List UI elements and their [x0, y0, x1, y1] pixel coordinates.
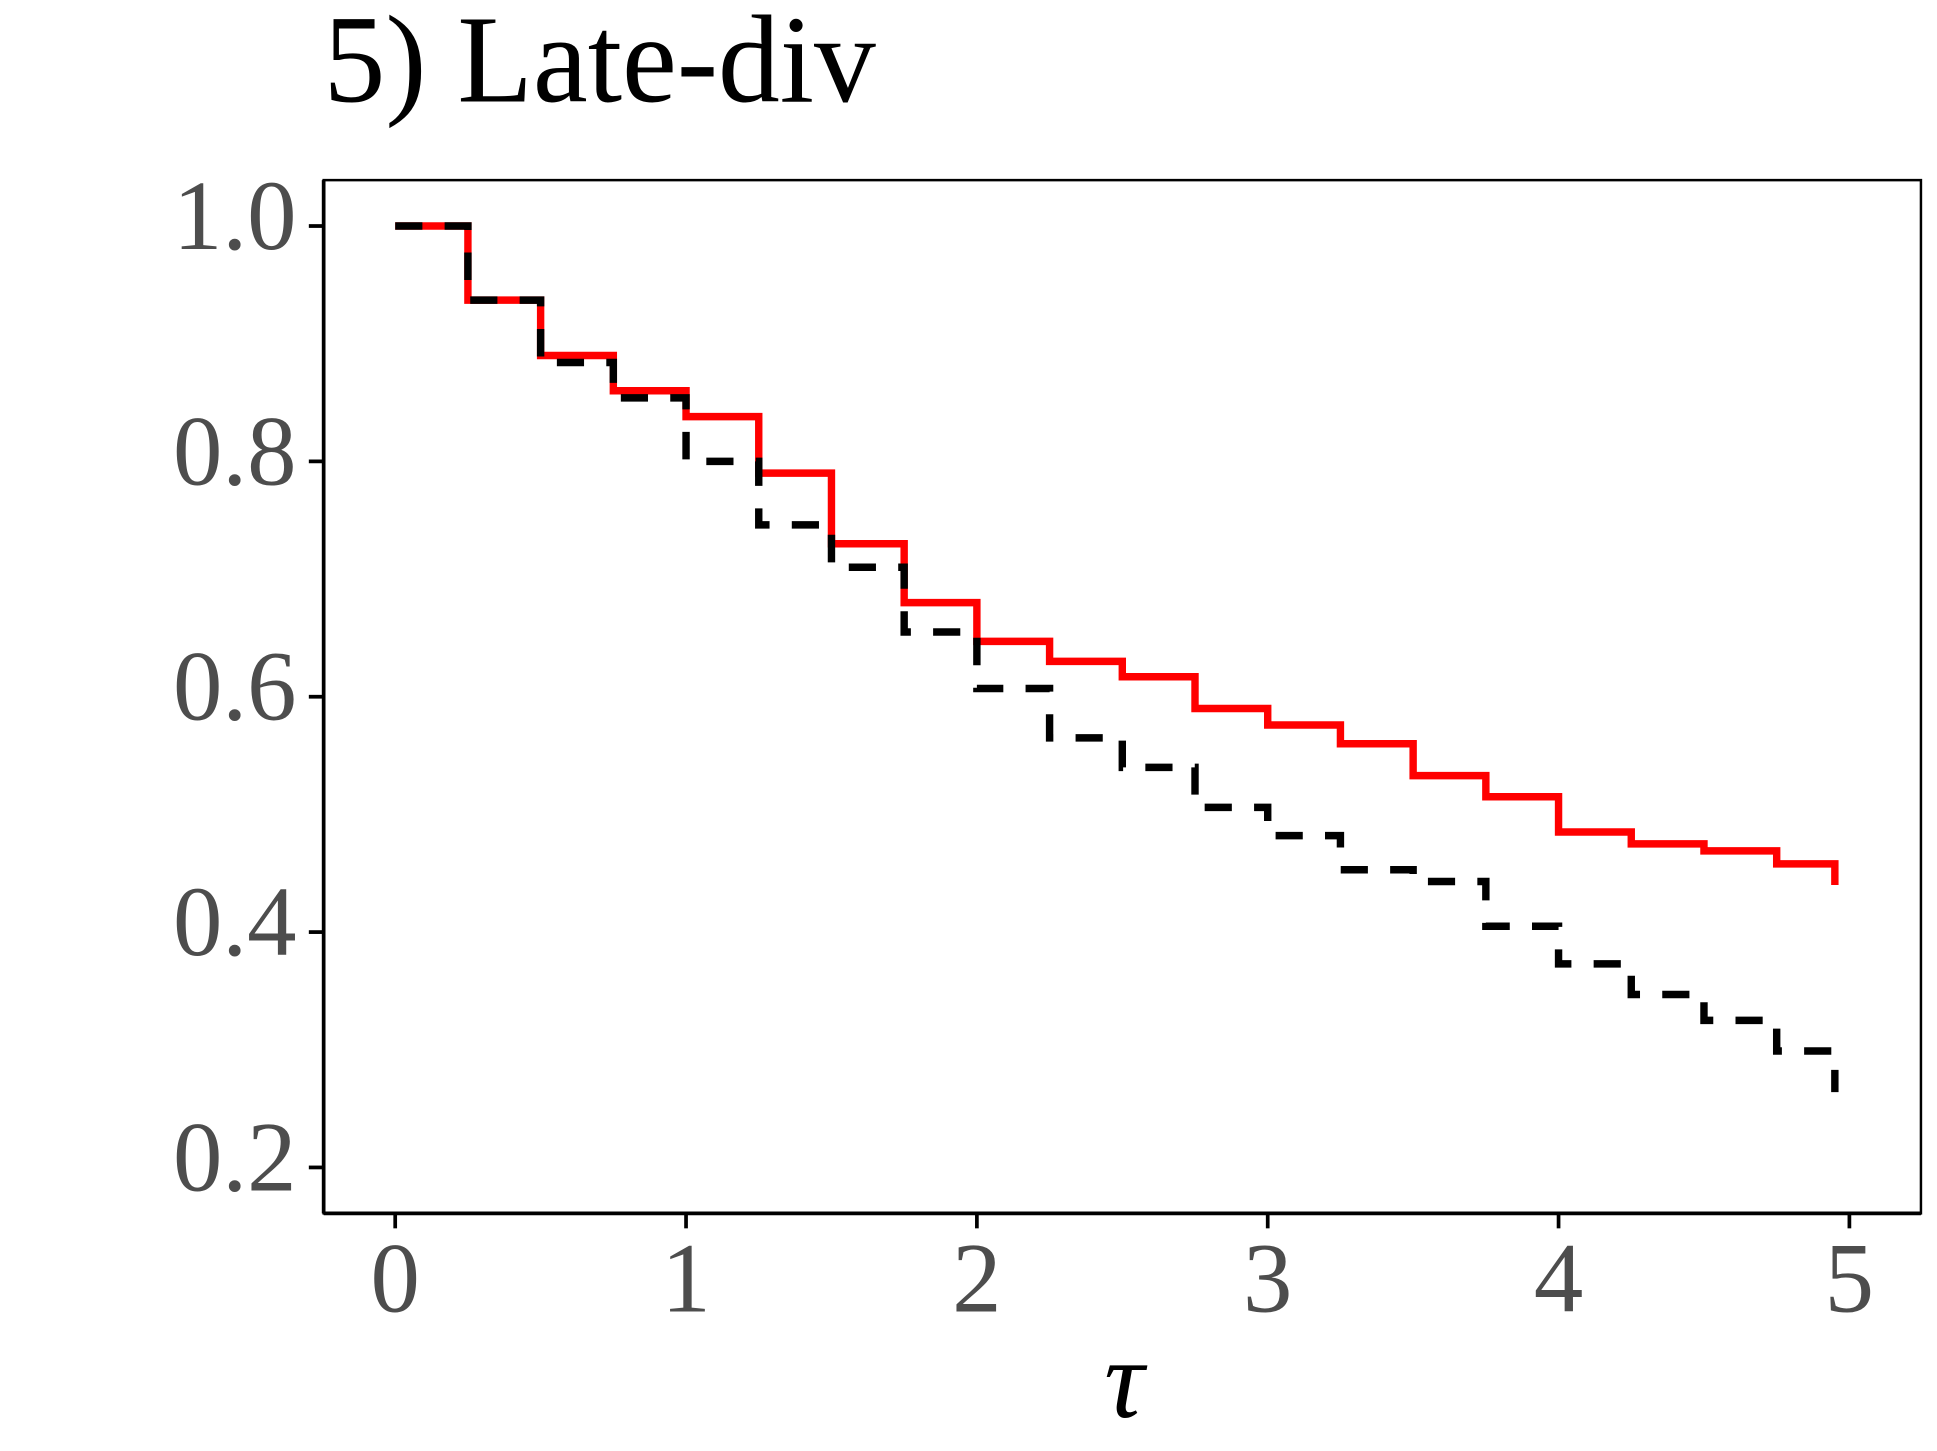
x-tick-label: 2: [952, 1222, 1001, 1334]
y-tick-label: 0.8: [173, 395, 297, 507]
plot-frame: [322, 178, 1923, 1215]
y-tick-label: 0.4: [173, 866, 297, 978]
y-tick-label: 1.0: [173, 159, 297, 271]
x-tick-label: 1: [661, 1222, 710, 1334]
x-tick-label: 5: [1825, 1222, 1874, 1334]
x-tick-label: 4: [1534, 1222, 1583, 1334]
x-tick-label: 3: [1243, 1222, 1292, 1334]
x-axis-label: τ: [1104, 1317, 1148, 1442]
chart-title: 5) Late-div: [324, 0, 877, 128]
series-line: [395, 222, 1839, 886]
x-tick-label: 0: [370, 1222, 419, 1334]
y-tick-label: 0.6: [173, 630, 297, 742]
y-tick-label: 0.2: [173, 1101, 297, 1213]
series-line: [395, 222, 1839, 1093]
